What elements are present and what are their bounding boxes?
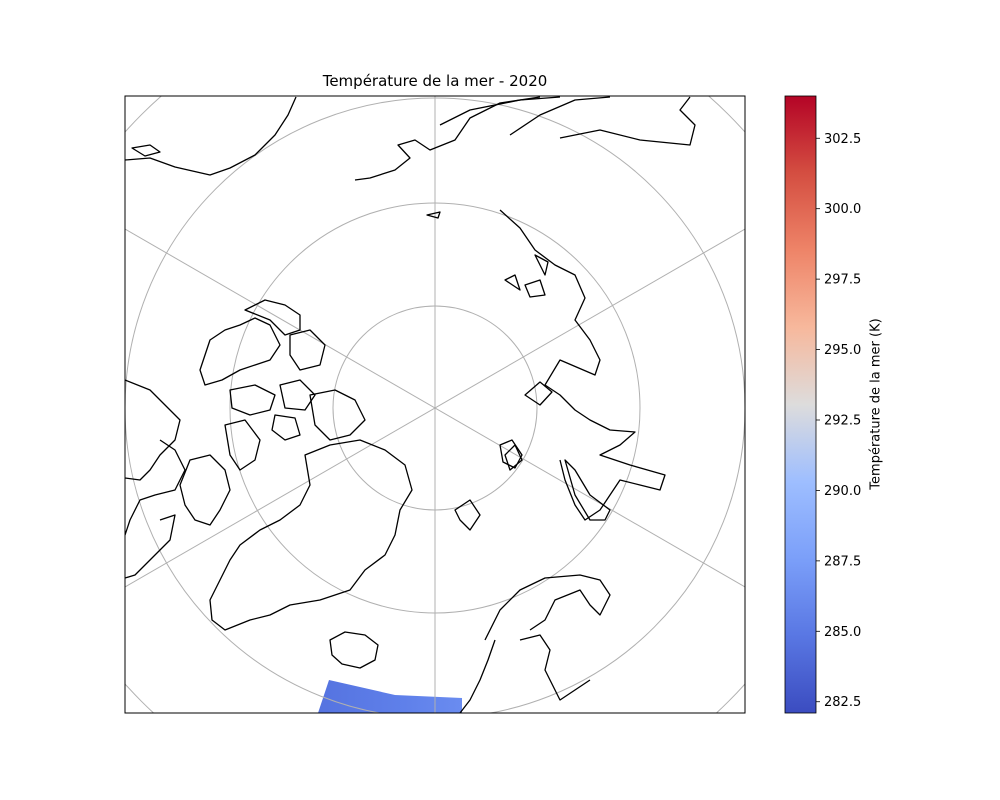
- sst-data-patch: [318, 680, 462, 713]
- colorbar-tick-label: 290.0: [824, 484, 861, 499]
- colorbar-tick-label: 287.5: [824, 554, 861, 569]
- gridlines: [125, 96, 745, 713]
- colorbar-tick-label: 292.5: [824, 413, 861, 428]
- colorbar-tick-label: 282.5: [824, 695, 861, 710]
- colorbar-frame: [784, 95, 817, 714]
- colorbar-tick-label: 285.0: [824, 625, 861, 640]
- colorbar-tick-label: 302.5: [824, 132, 861, 147]
- colorbar-tick-label: 295.0: [824, 343, 861, 358]
- colorbar-gradient: [785, 96, 816, 713]
- coastlines: [125, 96, 696, 713]
- colorbar-tick-label: 297.5: [824, 273, 861, 288]
- map-frame: [124, 95, 746, 714]
- colorbar-ticks: 282.5 285.0 287.5 290.0 292.5 295.0 297.5 300.0…: [816, 132, 861, 710]
- map-area: [125, 96, 745, 713]
- colorbar: 282.5 285.0 287.5 290.0 292.5 295.0 297.5 300.0…: [784, 95, 861, 714]
- map-title: Température de la mer - 2020: [322, 72, 548, 90]
- colorbar-tick-label: 300.0: [824, 202, 861, 217]
- colorbar-label: Température de la mer (K): [868, 318, 884, 490]
